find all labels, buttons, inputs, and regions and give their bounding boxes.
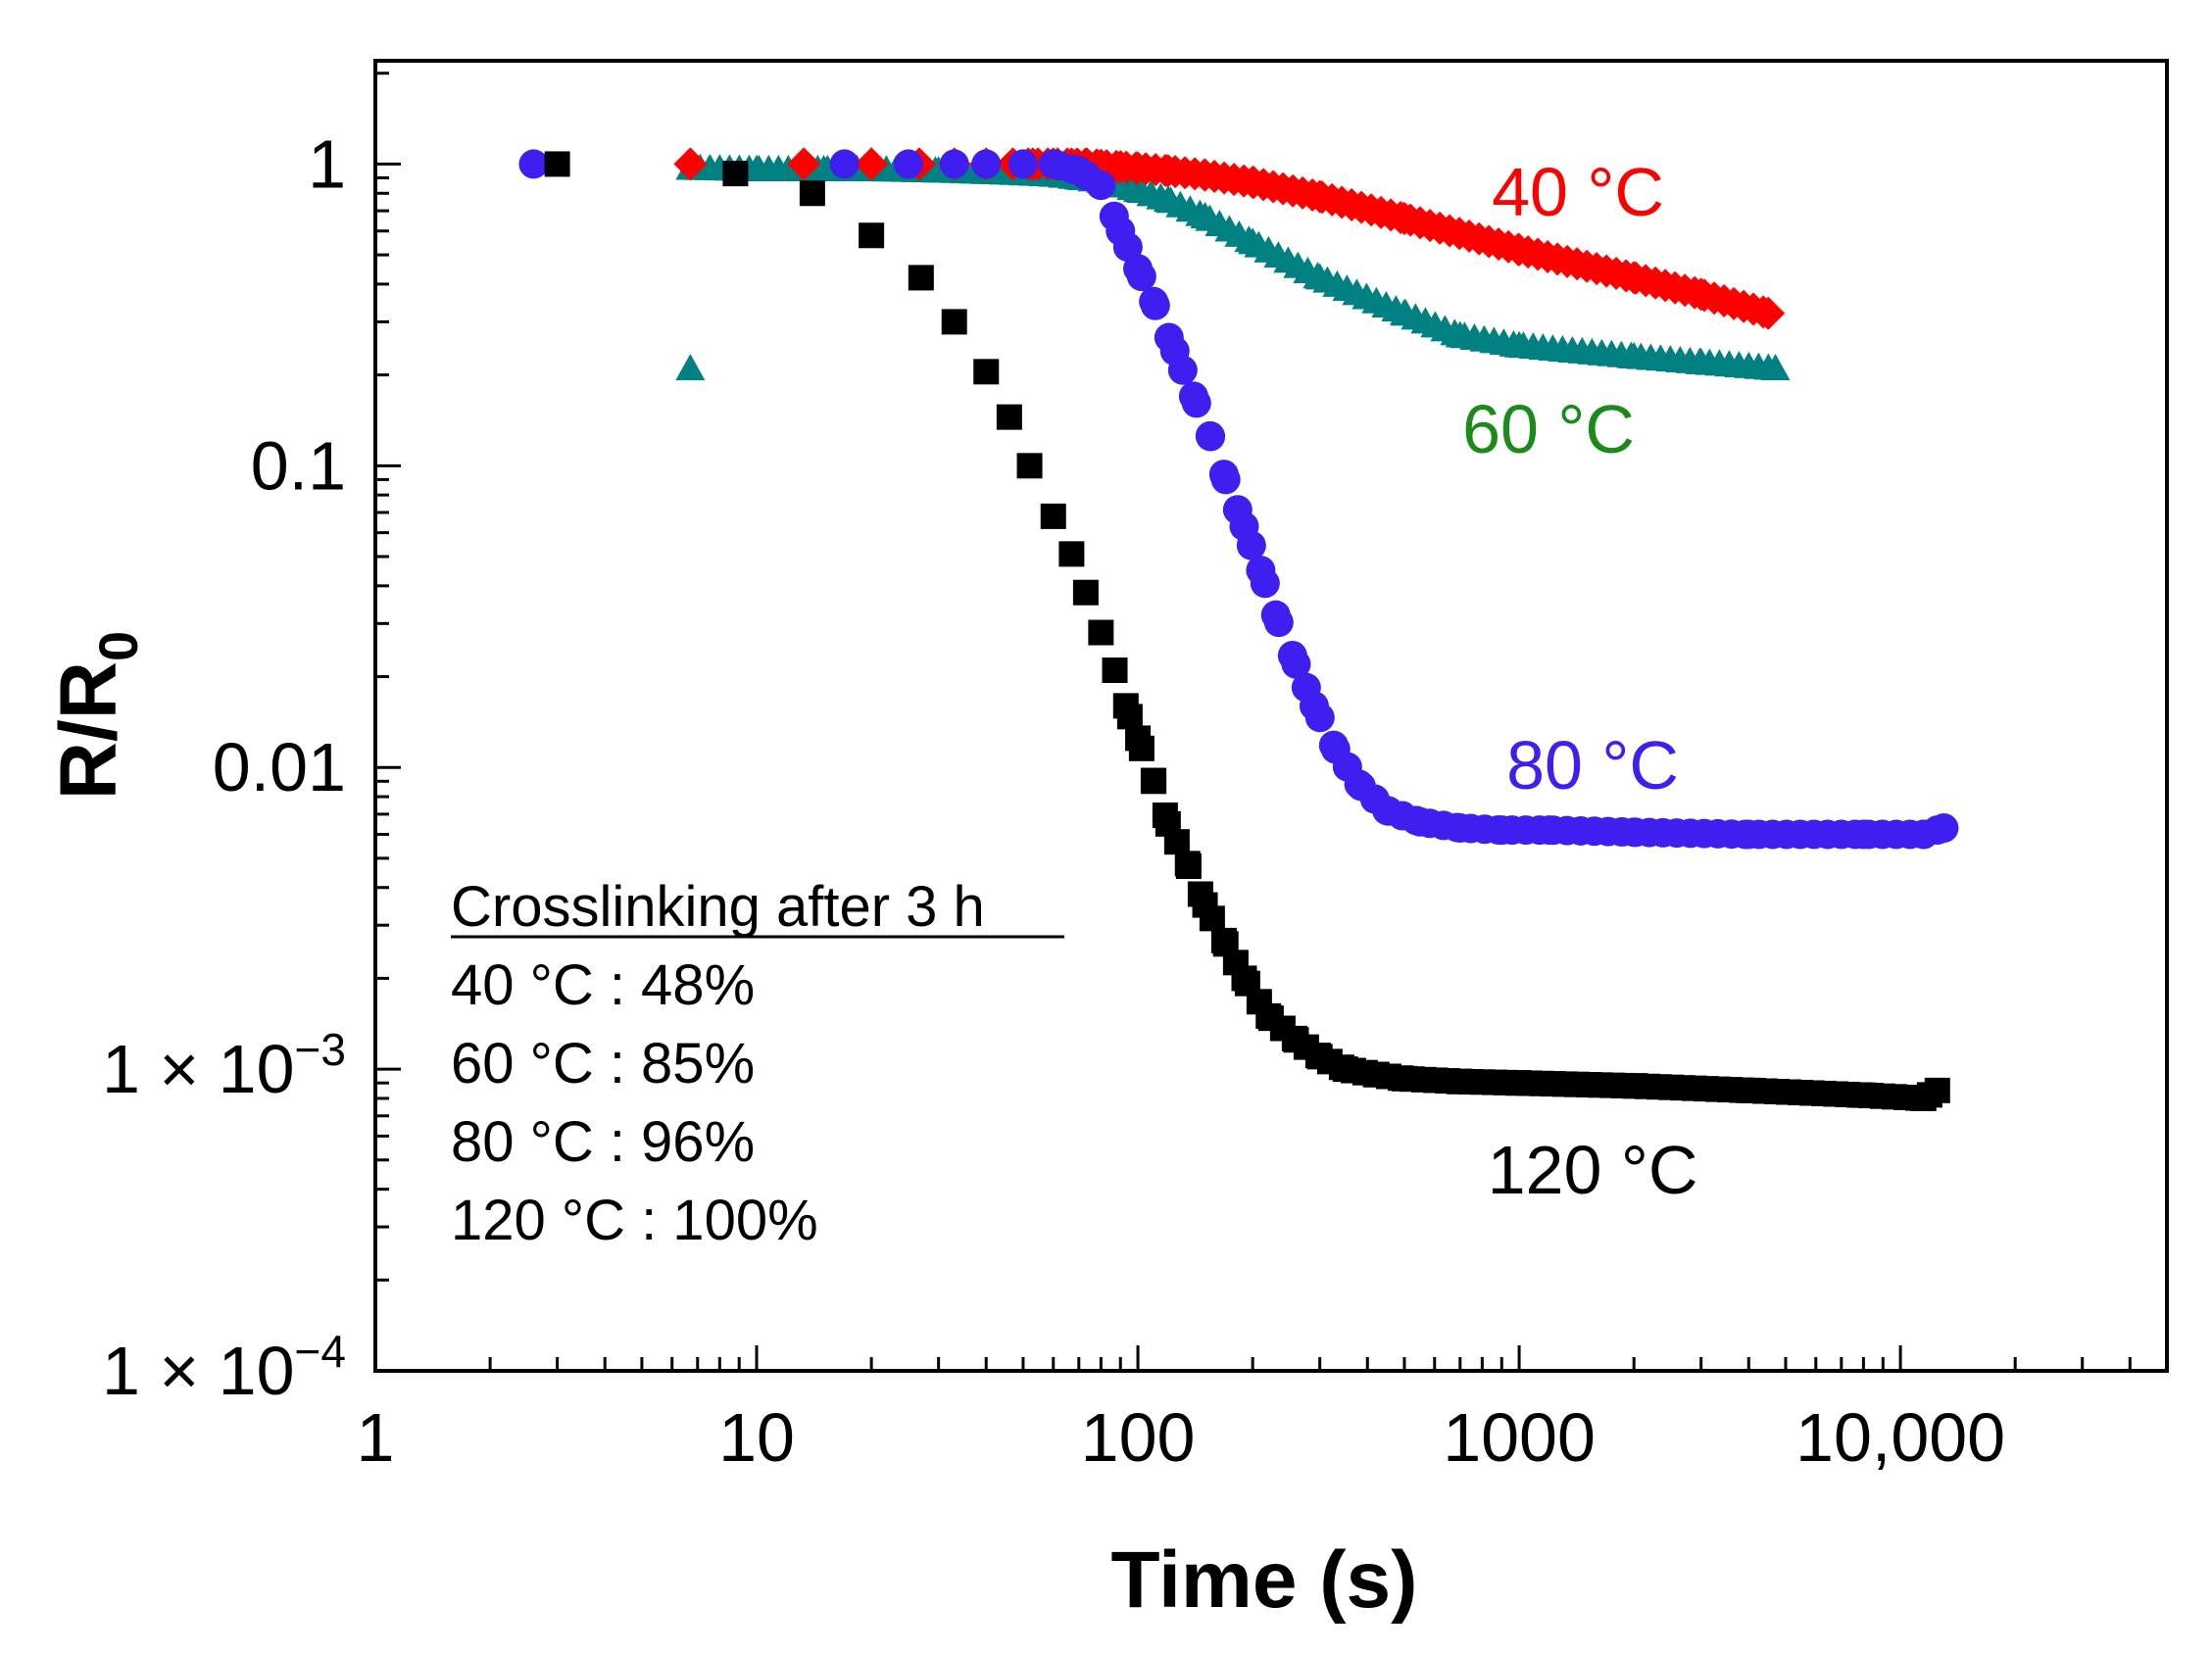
data-marks	[518, 147, 1959, 1111]
marker-triangle	[675, 354, 706, 381]
x-tick-label: 1000	[1443, 1399, 1596, 1476]
marker-square	[1116, 704, 1143, 730]
marker-circle	[1291, 672, 1321, 703]
annotation-line: 120 °C : 100%	[451, 1189, 818, 1252]
y-axis-title-main: R/R	[44, 661, 133, 800]
marker-square	[1040, 503, 1066, 529]
marker-circle	[1126, 262, 1156, 292]
marker-circle	[1236, 530, 1266, 560]
marker-circle	[1195, 420, 1225, 451]
marker-square	[996, 404, 1022, 430]
y-tick-label: 1 × 10−3	[102, 1024, 346, 1107]
annotation-heading: Crosslinking after 3 h	[451, 875, 985, 939]
marker-circle	[1222, 495, 1253, 525]
marker-square	[973, 359, 1000, 385]
marker-square	[1072, 579, 1099, 606]
series-label-120c: 120 °C	[1488, 1132, 1698, 1208]
marker-square	[1175, 853, 1202, 880]
marker-square	[722, 161, 749, 187]
marker-diamond	[673, 147, 708, 181]
y-axis-title-subscript: 0	[87, 631, 149, 661]
marker-square	[1058, 541, 1085, 567]
marker-circle	[1140, 290, 1170, 320]
marker-circle	[518, 149, 549, 179]
marker-square	[941, 309, 967, 335]
marker-square	[908, 265, 934, 291]
marker-circle	[1922, 815, 1952, 846]
marker-diamond	[787, 147, 821, 181]
marker-square	[1152, 803, 1178, 829]
marker-square	[1016, 453, 1043, 479]
marker-circle	[829, 149, 860, 179]
marker-circle	[893, 149, 923, 179]
marker-circle	[1318, 730, 1349, 760]
marker-square	[1210, 927, 1237, 953]
series-label-40c: 40 °C	[1492, 154, 1664, 230]
marker-square	[544, 151, 570, 177]
y-tick-labels: 1 0.1 0.01 1 × 10−3 1 × 10−4	[102, 125, 346, 1409]
marker-circle	[1304, 703, 1335, 733]
marker-circle	[1099, 201, 1129, 231]
y-tick-label: 1 × 10−4	[102, 1326, 346, 1409]
marker-square	[1916, 1082, 1942, 1108]
axis-ticks	[373, 72, 2169, 1373]
y-axis-title: R/R0	[44, 631, 149, 800]
y-tick-label: 1	[308, 125, 346, 202]
marker-circle	[1167, 355, 1198, 385]
marker-square	[799, 180, 825, 207]
marker-square	[1102, 657, 1128, 684]
marker-circle	[971, 149, 1002, 179]
x-tick-label: 10	[718, 1399, 795, 1476]
marker-circle	[1208, 460, 1239, 490]
x-tick-label: 1	[357, 1399, 395, 1476]
marker-square	[859, 222, 885, 249]
crosslinking-annotation: Crosslinking after 3 h 40 °C : 48% 60 °C…	[451, 875, 1064, 1252]
annotation-line: 40 °C : 48%	[451, 953, 755, 1017]
marker-circle	[939, 149, 969, 179]
marker-square	[1128, 735, 1155, 761]
x-tick-labels: 1 10 100 1000 10,000	[357, 1399, 2006, 1476]
marker-circle	[1085, 170, 1115, 200]
marker-square	[1140, 767, 1166, 794]
series-label-60c: 60 °C	[1462, 391, 1635, 467]
annotation-line: 60 °C : 85%	[451, 1032, 755, 1095]
marker-diamond	[855, 147, 889, 181]
marker-square	[1088, 619, 1114, 646]
x-tick-label: 100	[1081, 1399, 1196, 1476]
y-tick-label: 0.01	[213, 729, 346, 805]
x-tick-label: 10,000	[1795, 1399, 2005, 1476]
marker-circle	[1154, 322, 1184, 353]
marker-diamond	[1746, 295, 1781, 329]
marker-square	[1163, 829, 1190, 855]
marker-circle	[1250, 568, 1280, 599]
plot-frame	[373, 59, 2169, 1373]
marker-circle	[1263, 608, 1294, 638]
x-axis-title: Time (s)	[1111, 1535, 1418, 1625]
marker-circle	[1277, 640, 1307, 670]
annotation-line: 80 °C : 96%	[451, 1110, 755, 1174]
marker-circle	[1008, 149, 1038, 179]
marker-circle	[1112, 232, 1143, 263]
y-tick-label: 0.1	[251, 427, 346, 504]
marker-square	[1187, 881, 1213, 907]
marker-triangle	[1753, 353, 1784, 380]
series-label-80c: 80 °C	[1506, 727, 1679, 803]
marker-circle	[1181, 388, 1211, 418]
svg-text:R/R0: R/R0	[44, 631, 149, 800]
marker-square	[1199, 905, 1225, 932]
